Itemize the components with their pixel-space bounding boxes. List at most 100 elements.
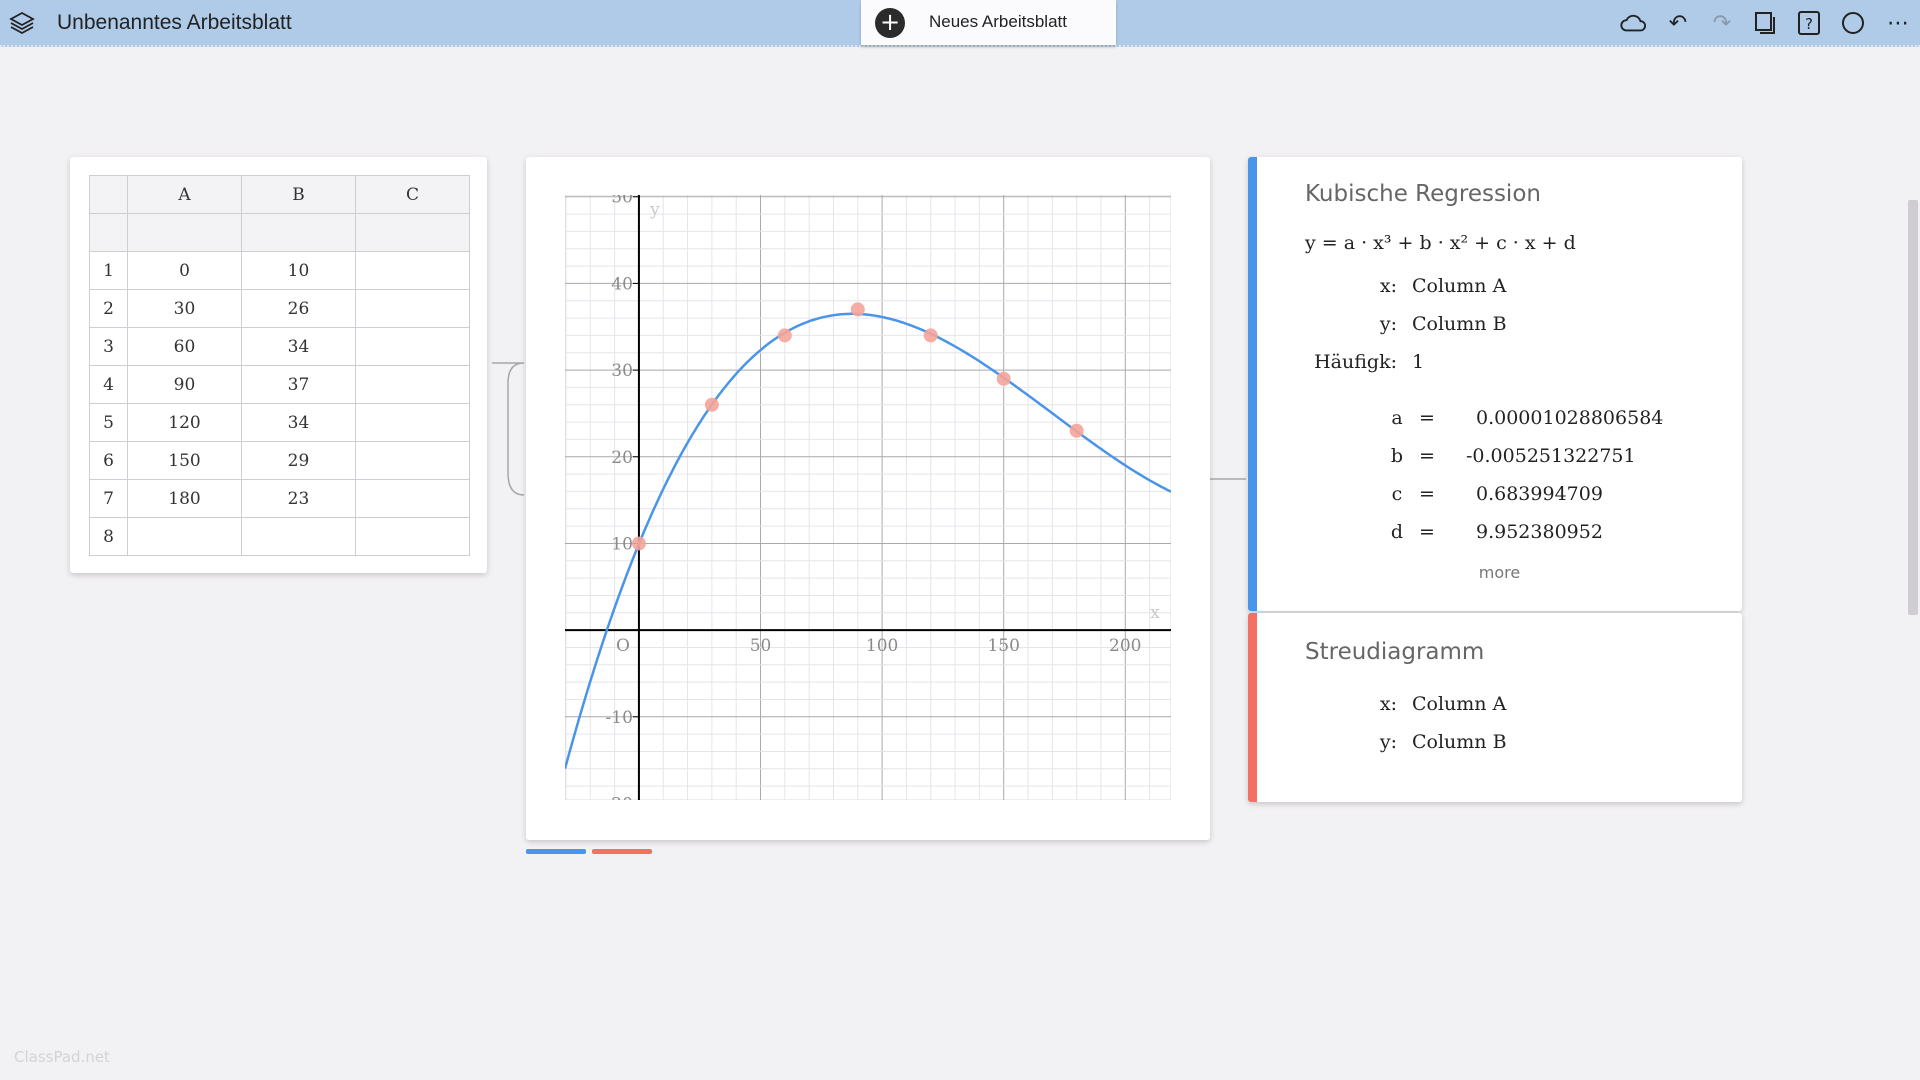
cell-b[interactable]: 34: [241, 403, 356, 442]
regression-formula: y = a · x³ + b · x² + c · x + d: [1305, 232, 1576, 254]
x-tick-label: 50: [750, 636, 772, 656]
table-row: 5 120 34: [89, 403, 470, 442]
more-link[interactable]: more: [1478, 563, 1521, 582]
spreadsheet-card: A B C 1 0 10 2 30 26 3 60 34 4 90 37 5 120 34 6 150 29 7 18…: [70, 157, 487, 573]
x-tick-label: 200: [1109, 636, 1141, 656]
regression-layer-tab[interactable]: [526, 849, 586, 854]
column-name-cell[interactable]: [127, 213, 242, 252]
coef-name: a: [1391, 407, 1403, 429]
data-point: [923, 328, 938, 343]
worksheet-title[interactable]: Unbenanntes Arbeitsblatt: [57, 11, 292, 34]
circle-icon[interactable]: [1839, 9, 1867, 37]
header-bar: Unbenanntes Arbeitsblatt + Neues Arbeits…: [0, 0, 1920, 47]
scrollbar-thumb[interactable]: [1908, 200, 1918, 615]
cell-b[interactable]: 10: [241, 251, 356, 290]
column-name-cell[interactable]: [355, 213, 470, 252]
cell-c[interactable]: [355, 517, 470, 556]
data-point: [704, 397, 719, 412]
column-header-a[interactable]: A: [127, 175, 242, 214]
y-label: y:: [1379, 731, 1397, 753]
cell-b[interactable]: 34: [241, 327, 356, 366]
x-axis-label: x: [1150, 603, 1160, 623]
y-column-value[interactable]: Column B: [1412, 313, 1507, 335]
coef-name: c: [1391, 483, 1403, 505]
column-header-c[interactable]: C: [355, 175, 470, 214]
x-tick-label: 100: [866, 636, 898, 656]
row-number: 8: [89, 517, 128, 556]
coef-equals: =: [1419, 521, 1435, 543]
vertical-scrollbar[interactable]: [1906, 50, 1920, 1080]
plot-background: [565, 195, 1171, 800]
x-column-value[interactable]: Column A: [1412, 693, 1507, 715]
cell-c[interactable]: [355, 479, 470, 518]
data-point: [850, 302, 865, 317]
table-row: 3 60 34: [89, 327, 470, 366]
y-tick-label: -10: [606, 708, 633, 728]
cell-b[interactable]: [241, 517, 356, 556]
cell-c[interactable]: [355, 251, 470, 290]
graph-plot[interactable]: 501001502002505040302010-10-20Oxy: [565, 195, 1171, 800]
graph-card: 501001502002505040302010-10-20Oxy: [526, 157, 1210, 840]
coef-value: 0.00001028806584: [1476, 407, 1664, 429]
scatter-title: Streudiagramm: [1305, 639, 1485, 665]
cell-c[interactable]: [355, 289, 470, 328]
y-tick-label: 30: [611, 361, 633, 381]
redo-icon[interactable]: ↷: [1712, 10, 1732, 36]
cell-a[interactable]: [127, 517, 242, 556]
data-point: [777, 328, 792, 343]
connector-line: [1210, 478, 1246, 480]
coef-value: 0.683994709: [1476, 483, 1603, 505]
new-worksheet-label: Neues Arbeitsblatt: [929, 12, 1067, 31]
column-name-cell[interactable]: [241, 213, 356, 252]
corner-cell: [89, 175, 128, 214]
frequency-value[interactable]: 1: [1412, 351, 1425, 373]
spreadsheet-table: A B C 1 0 10 2 30 26 3 60 34 4 90 37 5 120 34 6 150 29 7 18…: [89, 175, 470, 556]
x-column-value[interactable]: Column A: [1412, 275, 1507, 297]
more-icon[interactable]: ⋯: [1887, 10, 1909, 36]
table-row: 7 180 23: [89, 479, 470, 518]
cell-b[interactable]: 23: [241, 479, 356, 518]
svg-text:?: ?: [1805, 15, 1813, 33]
y-column-value[interactable]: Column B: [1412, 731, 1507, 753]
cell-c[interactable]: [355, 365, 470, 404]
table-row: 4 90 37: [89, 365, 470, 404]
row-number: 2: [89, 289, 128, 328]
row-number: 7: [89, 479, 128, 518]
undo-icon[interactable]: ↶: [1668, 10, 1688, 36]
cloud-icon[interactable]: [1619, 9, 1647, 37]
scatter-layer-tab[interactable]: [592, 849, 652, 854]
frequency-label: Häufigk:: [1314, 351, 1397, 373]
cell-a[interactable]: 90: [127, 365, 242, 404]
cell-b[interactable]: 37: [241, 365, 356, 404]
row-number: 3: [89, 327, 128, 366]
table-row: 2 30 26: [89, 289, 470, 328]
regression-curve: [565, 312, 1171, 770]
cell-a[interactable]: 30: [127, 289, 242, 328]
cell-b[interactable]: 29: [241, 441, 356, 480]
regression-card[interactable]: Kubische Regression y = a · x³ + b · x² …: [1248, 157, 1742, 611]
connector-bracket: [492, 362, 525, 496]
data-point: [996, 371, 1011, 386]
cell-a[interactable]: 180: [127, 479, 242, 518]
cell-c[interactable]: [355, 327, 470, 366]
cell-a[interactable]: 60: [127, 327, 242, 366]
help-icon[interactable]: ?: [1795, 9, 1823, 37]
cell-c[interactable]: [355, 403, 470, 442]
header-cell: [89, 213, 128, 252]
cell-c[interactable]: [355, 441, 470, 480]
layers-icon[interactable]: [8, 9, 36, 37]
watermark: ClassPad.net: [14, 1048, 110, 1066]
data-point: [1069, 423, 1084, 438]
regression-title: Kubische Regression: [1305, 181, 1541, 207]
new-worksheet-tab[interactable]: + Neues Arbeitsblatt: [861, 0, 1116, 45]
coef-name: b: [1390, 445, 1404, 467]
copy-icon[interactable]: [1751, 9, 1779, 37]
scatter-card[interactable]: Streudiagramm x: Column A y: Column B: [1248, 613, 1742, 802]
cell-a[interactable]: 0: [127, 251, 242, 290]
column-header-b[interactable]: B: [241, 175, 356, 214]
cell-b[interactable]: 26: [241, 289, 356, 328]
y-tick-label: 50: [611, 195, 633, 208]
coef-value: 9.952380952: [1476, 521, 1603, 543]
cell-a[interactable]: 120: [127, 403, 242, 442]
cell-a[interactable]: 150: [127, 441, 242, 480]
